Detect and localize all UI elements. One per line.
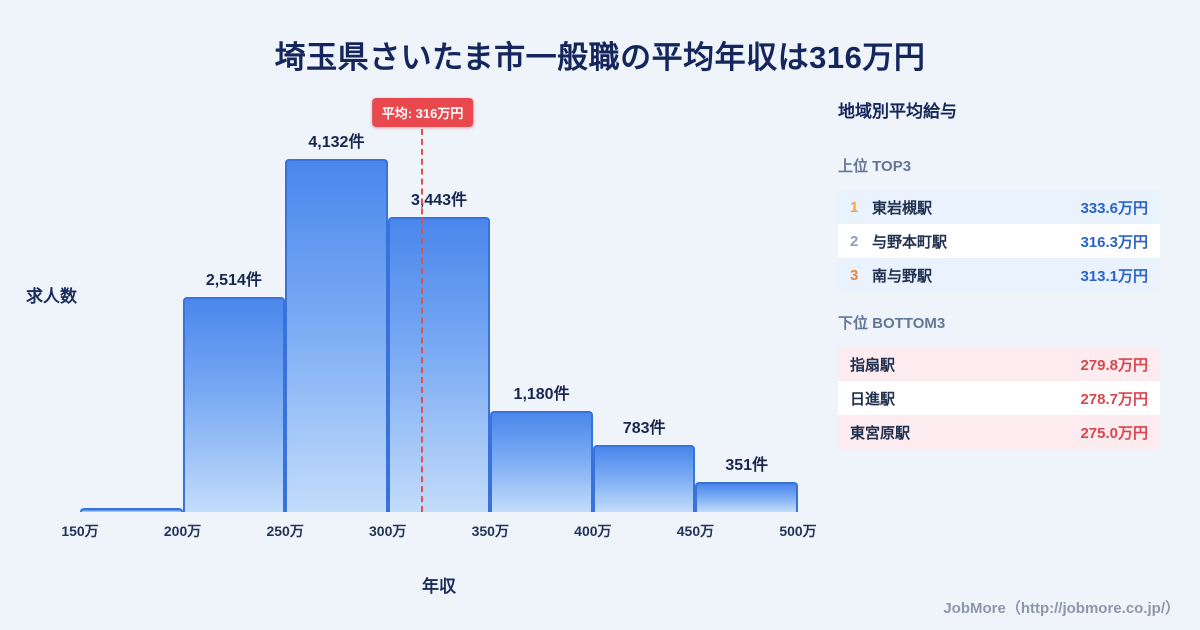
histogram-bar [182, 296, 286, 512]
histogram-bar [387, 217, 491, 512]
salary-value: 279.8万円 [1080, 356, 1148, 374]
plot-area: 平均: 316万円 150万 200万 250万 300万 350万 400万 450万 50… [61, 98, 817, 539]
salary-value: 316.3万円 [1080, 233, 1148, 251]
histogram-bar [490, 411, 593, 512]
table-row: 日進駅 278.7万円 [838, 381, 1160, 415]
rank-badge: 3 [850, 266, 859, 284]
station-name: 南与野駅 [872, 267, 933, 285]
bar-value-label: 1,180件 [513, 386, 570, 404]
station-name: 日進駅 [850, 390, 896, 408]
rank-badge: 1 [850, 198, 859, 216]
x-tick: 400万 [574, 523, 612, 539]
bottom3-heading: 下位 BOTTOM3 [838, 315, 946, 332]
top3-table: 1 東岩槻駅 333.6万円 2 与野本町駅 316.3万円 3 南与野駅 313.1万円 [838, 190, 1160, 292]
table-row: 指扇駅 279.8万円 [838, 347, 1160, 381]
bar-value-label: 2,514件 [205, 271, 262, 289]
salary-value: 333.6万円 [1080, 199, 1148, 217]
average-badge: 平均: 316万円 [371, 98, 474, 127]
average-line: 平均: 316万円 [371, 98, 474, 512]
table-row: 2 与野本町駅 316.3万円 [838, 224, 1160, 258]
top3-heading: 上位 TOP3 [838, 158, 912, 175]
x-ticks: 150万 200万 250万 300万 350万 400万 450万 500万 [61, 512, 816, 539]
x-tick: 200万 [163, 523, 202, 539]
histogram-bar [695, 481, 798, 512]
bar-value-label: 783件 [622, 420, 666, 438]
bar-value-label: 4,132件 [308, 133, 365, 151]
histogram-bar [285, 158, 388, 512]
table-row: 1 東岩槻駅 333.6万円 [838, 190, 1160, 224]
rank-badge: 2 [850, 232, 859, 250]
station-name: 東岩槻駅 [872, 199, 933, 217]
sidebar: 地域別平均給与 上位 TOP3 1 東岩槻駅 333.6万円 2 与野本町駅 316.3万… [838, 97, 1160, 469]
x-tick: 350万 [471, 523, 509, 539]
table-row: 3 南与野駅 313.1万円 [838, 258, 1160, 292]
x-tick: 500万 [779, 523, 817, 539]
x-tick: 250万 [266, 523, 304, 539]
salary-value: 278.7万円 [1080, 390, 1148, 408]
bar-value-label: 3,443件 [410, 192, 468, 210]
sidebar-title: 地域別平均給与 [838, 102, 957, 121]
histogram-bar [592, 445, 696, 512]
table-row: 東宮原駅 275.0万円 [838, 415, 1160, 449]
salary-value: 275.0万円 [1080, 424, 1148, 442]
y-axis-label: 求人数 [26, 287, 77, 306]
x-tick: 300万 [369, 523, 407, 539]
salary-value: 313.1万円 [1080, 267, 1148, 285]
station-name: 与野本町駅 [872, 233, 948, 251]
station-name: 指扇駅 [850, 356, 896, 374]
bottom3-table: 指扇駅 279.8万円日進駅 278.7万円東宮原駅 275.0万円 [838, 347, 1160, 449]
bar-value-label: 351件 [725, 456, 769, 474]
page-title: 埼玉県さいたま市一般職の平均年収は316万円 [274, 40, 926, 75]
station-name: 東宮原駅 [850, 424, 911, 442]
x-tick: 150万 [61, 523, 99, 539]
histogram-bar [80, 507, 183, 512]
footer-credit: JobMore（http://jobmore.co.jp/） [943, 600, 1180, 617]
x-tick: 450万 [676, 523, 715, 539]
x-axis-label: 年収 [422, 577, 456, 596]
